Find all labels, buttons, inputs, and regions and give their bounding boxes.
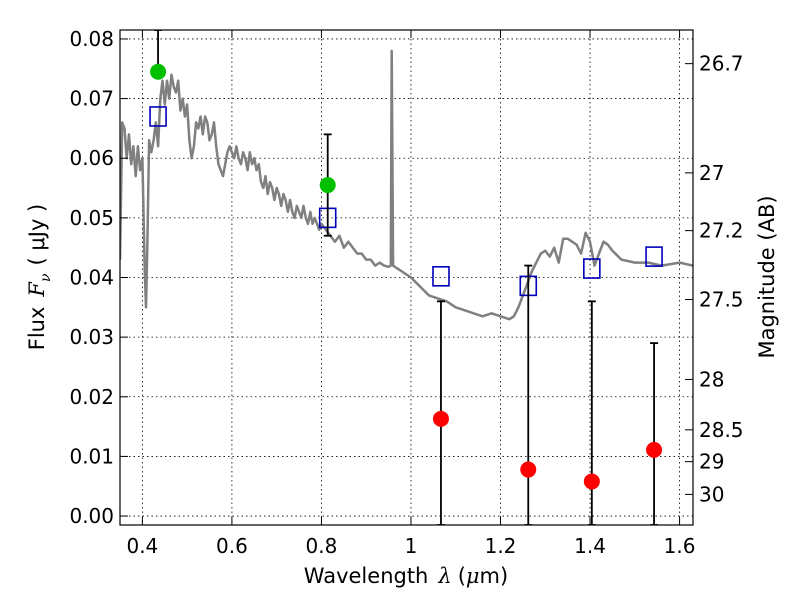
upper-limit-point bbox=[646, 441, 663, 458]
x-tick-label: 0.8 bbox=[306, 534, 338, 558]
y-tick-label: 0.05 bbox=[69, 206, 114, 230]
y2-tick-label: 29 bbox=[699, 450, 724, 474]
x-tick-label: 0.6 bbox=[216, 534, 248, 558]
y2-tick-label: 26.7 bbox=[699, 52, 744, 76]
x-tick-label: 1 bbox=[405, 534, 418, 558]
y2-tick-label: 28 bbox=[699, 367, 724, 391]
model-photometry-square bbox=[149, 106, 167, 127]
grid bbox=[120, 30, 693, 525]
model-photometry-square bbox=[432, 266, 450, 287]
x-tick-label: 1.2 bbox=[485, 534, 517, 558]
y-tick-label: 0.03 bbox=[69, 325, 114, 349]
upper-limit-point bbox=[583, 473, 600, 490]
x-tick-label: 0.4 bbox=[126, 534, 158, 558]
axis-ticks: 0.4 0.6 0.8 1 1.2 1.4 1.6 0.00 0.01 0.02 0.03 0.04 0… bbox=[69, 27, 743, 558]
detection-point bbox=[150, 63, 167, 80]
y2-axis-label: Magnitude (AB) bbox=[755, 195, 779, 358]
y2-tick-label: 27.2 bbox=[699, 219, 744, 243]
y-tick-label: 0.07 bbox=[69, 87, 114, 111]
upper-limit-point bbox=[520, 461, 537, 478]
y-tick-label: 0.08 bbox=[69, 27, 114, 51]
model-photometry-square bbox=[583, 258, 601, 279]
y2-tick-label: 30 bbox=[699, 482, 724, 506]
y-tick-label: 0.06 bbox=[69, 146, 114, 170]
upper-limit-point bbox=[432, 410, 449, 427]
plot-area bbox=[120, 30, 693, 525]
detection-point bbox=[319, 177, 336, 194]
x-tick-label: 1.4 bbox=[574, 534, 606, 558]
spectrum-line bbox=[120, 49, 693, 321]
y-tick-label: 0.00 bbox=[69, 504, 114, 528]
x-tick-label: 1.6 bbox=[664, 534, 696, 558]
y-tick-label: 0.02 bbox=[69, 385, 114, 409]
y-tick-label: 0.01 bbox=[69, 444, 114, 468]
y2-tick-label: 27.5 bbox=[699, 288, 744, 312]
model-photometry-square bbox=[645, 246, 663, 267]
y-axis-label: FluxFν( μJy ) bbox=[25, 204, 54, 350]
y2-tick-label: 27 bbox=[699, 161, 724, 185]
x-axis-label: Wavelength λ (μm) bbox=[304, 564, 508, 588]
y-tick-label: 0.04 bbox=[69, 266, 114, 290]
y2-tick-label: 28.5 bbox=[699, 418, 744, 442]
